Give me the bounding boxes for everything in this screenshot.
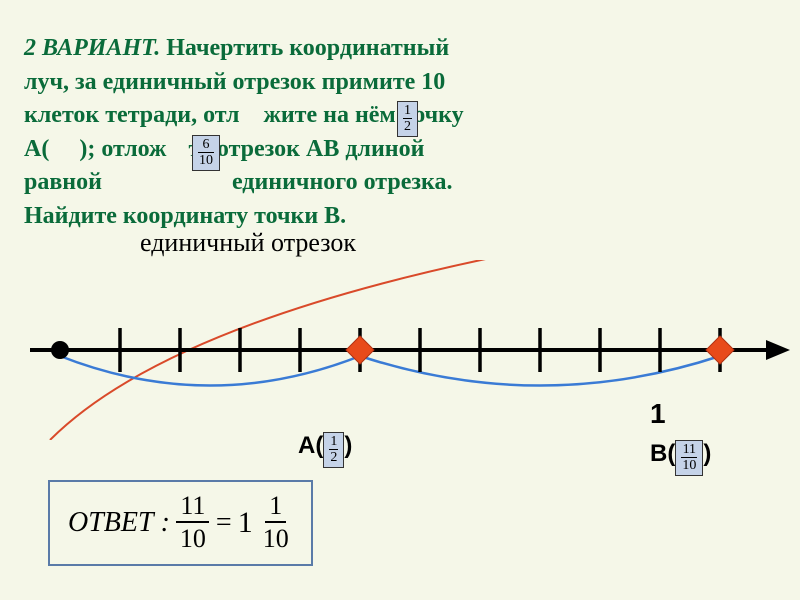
variant-label: 2 ВАРИАНТ. (24, 35, 160, 61)
one-label: 1 (650, 398, 666, 430)
answer-frac-2: 110 (259, 492, 293, 554)
fraction-six-tenths: 610 (192, 135, 220, 171)
number-line-diagram (0, 260, 800, 440)
fraction-b-coord: 1110 (675, 440, 703, 476)
unit-segment-label: единичный отрезок (140, 228, 356, 258)
answer-label: ОТВЕТ : (68, 507, 170, 539)
task-text: 2 ВАРИАНТ. Начертить координатный луч, з… (24, 32, 754, 234)
answer-box: ОТВЕТ : 1110 = 1 110 (48, 480, 313, 566)
fraction-a-coord: 12 (323, 432, 344, 468)
answer-frac-1: 1110 (176, 492, 210, 554)
fraction-half-top: 12 (397, 101, 418, 137)
point-a-label: A(12) (298, 432, 352, 468)
point-b-label: B(1110) (650, 440, 711, 476)
